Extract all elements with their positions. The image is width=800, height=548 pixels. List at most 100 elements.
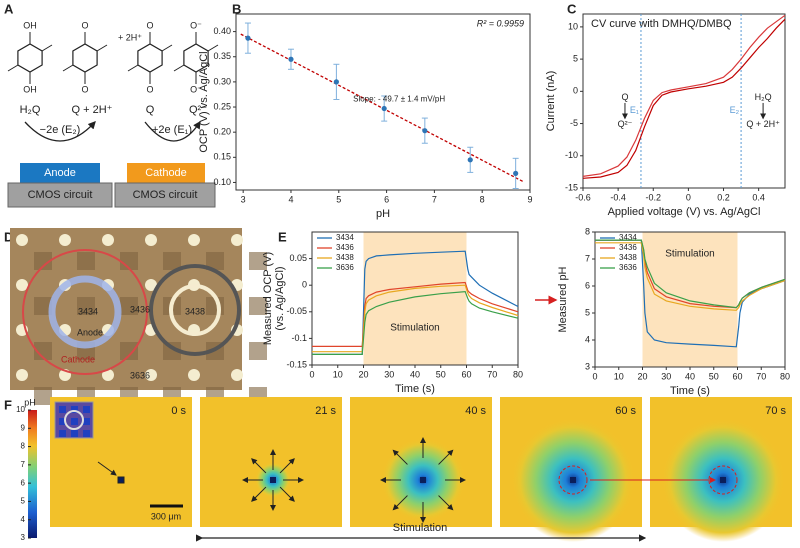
inset-pixel	[83, 418, 90, 425]
pad	[16, 279, 28, 291]
legend-label: 3434	[619, 233, 637, 242]
bond	[7, 64, 19, 72]
point	[381, 105, 387, 112]
pad	[188, 369, 200, 381]
heatmap-frame: 60 s	[500, 397, 642, 542]
stimulation-label: Stimulation	[393, 522, 447, 534]
colorbar-tick-label: 8	[21, 442, 26, 451]
inset-pixel	[59, 406, 66, 413]
fit-line	[240, 33, 524, 183]
point	[513, 170, 519, 177]
x-tick-label: -0.6	[575, 192, 591, 202]
inset-arrow	[97, 461, 117, 476]
y-tick-label: 6	[585, 280, 590, 290]
y-axis-label: Current (nA)	[545, 71, 557, 132]
bond	[41, 44, 53, 52]
x-tick-label: 10	[614, 371, 624, 381]
y-tick-label: 4	[585, 334, 590, 344]
diffusion-arrow	[392, 495, 408, 511]
x-tick-label: 40	[685, 371, 695, 381]
inset-pixel	[83, 406, 90, 413]
y-axis-label: (vs. Ag/AgCl)	[274, 266, 286, 330]
annotation: Slope: - 49.7 ± 1.4 mV/pH	[353, 95, 445, 104]
x-tick-label: 6	[384, 194, 389, 204]
panel-f: pH 0 s 300 μm 21 s 40 s 60 s 70 s Stimulation	[24, 397, 792, 542]
electrode-label: Cathode	[145, 167, 187, 179]
x-tick-label: 0	[309, 369, 314, 379]
pixel	[249, 342, 267, 360]
point	[333, 79, 339, 85]
x-tick-label: -0.2	[646, 192, 662, 202]
diffusion-arrow	[438, 449, 454, 465]
ring	[72, 43, 98, 73]
x-tick-label: 0	[592, 371, 597, 381]
annotation: R² = 0.9959	[477, 18, 524, 28]
shade-label: Stimulation	[390, 322, 439, 333]
legend-label: 3636	[619, 263, 637, 272]
heatmap-frame: 21 s	[200, 397, 342, 527]
panel-letter: B	[232, 1, 241, 16]
chart-title: CV curve with DMHQ/DMBQ	[591, 18, 732, 30]
x-axis-label: Applied voltage (V) vs. Ag/AgCl	[608, 206, 761, 218]
x-tick-label: 0	[686, 192, 691, 202]
time-label: 70 s	[765, 405, 786, 417]
x-tick-label: 70	[487, 369, 497, 379]
ring	[149, 264, 241, 356]
pad	[102, 369, 114, 381]
diffusion-arrow	[392, 449, 408, 465]
y-tick-label: 0.30	[213, 76, 231, 86]
pixel	[120, 297, 138, 315]
atom-label: O	[81, 20, 88, 30]
molecules: OH OH O O O O O⁻ O⁻	[7, 20, 219, 94]
heatmaps: 0 s 300 μm 21 s 40 s 60 s 70 s	[50, 397, 792, 542]
series-line	[582, 18, 786, 179]
x-axis-label: pH	[376, 208, 390, 220]
x-tick-label: 5	[336, 194, 341, 204]
circuit-label: CMOS circuit	[28, 189, 93, 201]
colorbar-tick-label: 6	[21, 478, 26, 487]
series-line	[312, 290, 519, 355]
pixel	[120, 252, 138, 270]
note: Q	[621, 92, 628, 102]
pixel	[249, 252, 267, 270]
pixel	[34, 297, 52, 315]
x-tick-label: 80	[780, 371, 790, 381]
inset-pixel	[71, 406, 78, 413]
colorbar-tick-label: 7	[21, 460, 26, 469]
x-tick-label: 50	[436, 369, 446, 379]
pad	[102, 234, 114, 246]
time-label: 60 s	[615, 405, 636, 417]
atom-label: OH	[23, 20, 37, 30]
atom-label: OH	[23, 84, 37, 94]
colorbar	[28, 410, 37, 538]
y-axis-label: Measured pH	[557, 266, 569, 332]
electrode	[117, 476, 125, 484]
electrode-label: Anode	[77, 327, 103, 337]
legend-label: 3438	[619, 253, 637, 262]
bond	[173, 64, 185, 72]
bond	[127, 64, 139, 72]
x-tick-label: 8	[480, 194, 485, 204]
anode	[20, 163, 100, 183]
pixel	[120, 342, 138, 360]
panel-letter: F	[4, 397, 12, 412]
heatmap-frame: 40 s	[350, 397, 492, 527]
panel-d: 3434 3436 3438 3636 Anode Cathode	[10, 228, 267, 405]
series-line	[595, 242, 786, 311]
cathode-ring	[22, 249, 148, 375]
pixel	[34, 342, 52, 360]
plot-frame	[582, 13, 786, 189]
x-tick-label: 10	[333, 369, 343, 379]
pad	[16, 234, 28, 246]
colorbar-tick-label: 5	[21, 497, 26, 506]
colorbar-label: pH	[24, 397, 36, 407]
pixel	[206, 252, 224, 270]
pixel	[249, 297, 267, 315]
atom-label: O⁻	[190, 84, 202, 94]
region	[558, 465, 588, 495]
point	[245, 35, 251, 41]
bond	[62, 64, 74, 72]
y-tick-label: -10	[565, 150, 578, 160]
inset-pixel	[59, 430, 66, 437]
panel-letter: C	[567, 1, 577, 16]
